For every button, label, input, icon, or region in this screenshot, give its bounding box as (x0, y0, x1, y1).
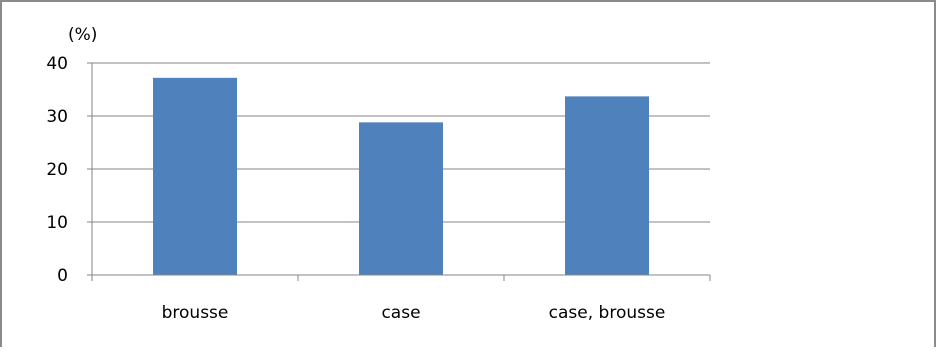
y-tick-label: 40 (46, 54, 68, 74)
y-tick-label: 0 (57, 266, 68, 286)
y-axis-unit-label: (%) (68, 25, 97, 45)
bar-brousse (153, 77, 237, 275)
bar-case (359, 122, 443, 275)
bar-case-brousse (565, 96, 649, 275)
axes (91, 63, 710, 276)
y-tick-labels: 0 10 20 30 40 (46, 54, 68, 286)
y-tick-label: 30 (46, 107, 68, 127)
bars (153, 77, 649, 275)
x-tick-labels: brousse case case, brousse (162, 303, 666, 323)
y-tick-label: 10 (46, 213, 68, 233)
x-tick-label: brousse (162, 303, 229, 323)
y-tick-label: 20 (46, 160, 68, 180)
bar-chart: 0 10 20 30 40 brousse case case, brousse (%) (46, 25, 711, 323)
x-tick-label: case (381, 303, 420, 323)
x-tick-label: case, brousse (549, 303, 666, 323)
